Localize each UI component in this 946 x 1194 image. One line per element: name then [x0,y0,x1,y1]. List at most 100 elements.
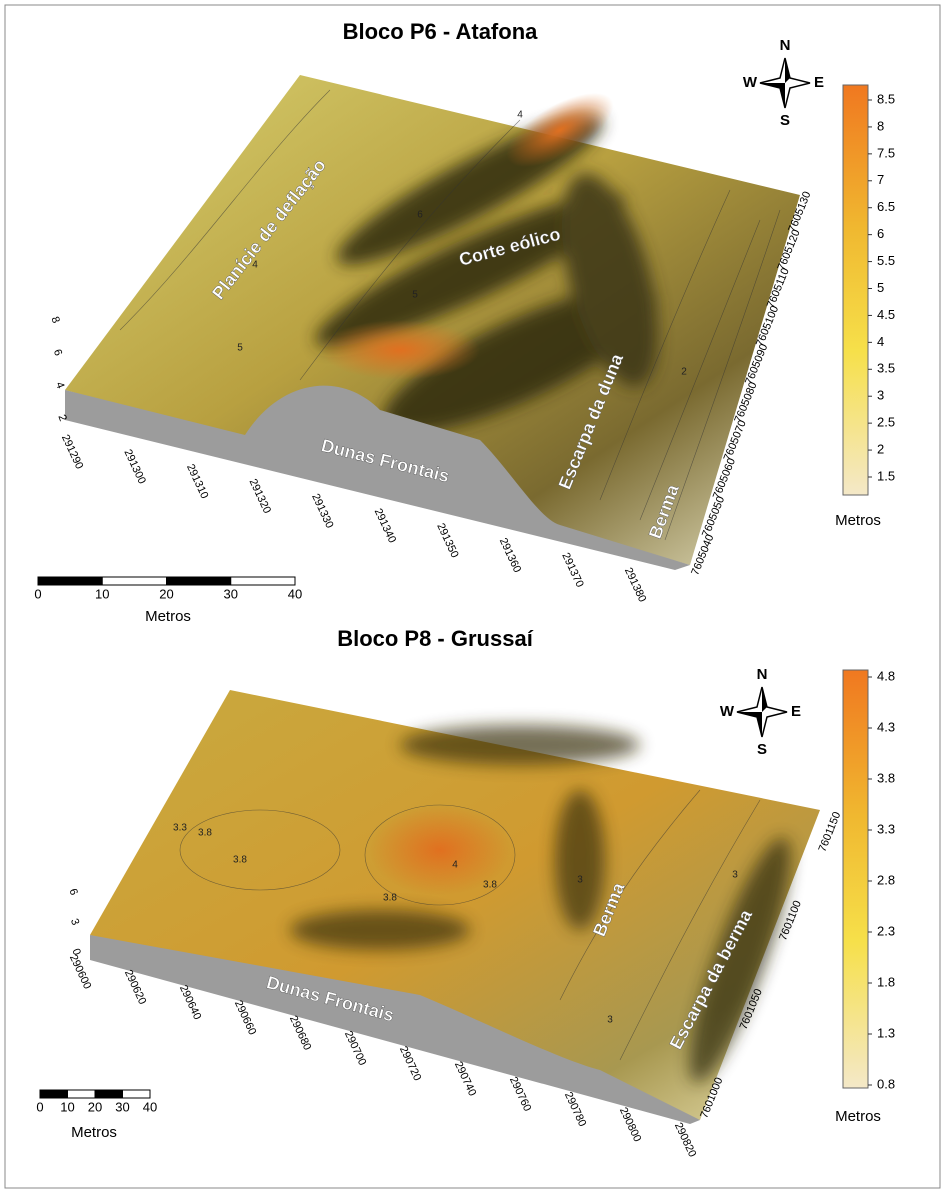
contour-label: 3.8 [483,880,497,891]
z-ticks: 2 [55,413,68,423]
z-ticks: 0 [69,947,82,957]
x-ticks: 291310 [184,462,210,500]
colorbar-label: 2.5 [877,415,895,430]
compass-w: W [720,703,735,720]
colorbar-title: Metros [835,512,881,529]
y-ticks: 7601150 [816,810,843,853]
contour-label: 4 [252,260,258,271]
z-ticks: 6 [51,348,64,358]
scale-label: 20 [159,586,173,601]
terrain-p8 [90,690,820,1124]
contour-label: 5 [412,290,418,301]
x-ticks: 291370 [559,551,585,589]
colorbar-label: 2 [877,442,884,457]
compass-rose [737,687,767,737]
contour-label: 5 [237,343,243,354]
colorbar-label: 0.8 [877,1076,895,1091]
compass-e: E [814,74,824,91]
x-ticks: 290600 [67,953,93,991]
colorbar-label: 7 [877,172,884,187]
colorbar-title: Metros [835,1108,881,1125]
scale-segment [166,576,232,586]
scale-label: 40 [288,586,302,601]
x-ticks: 291330 [309,492,335,530]
scale-label: 10 [60,1099,74,1114]
compass-w: W [743,74,758,91]
x-ticks: 290780 [562,1090,588,1128]
x-ticks: 290760 [507,1075,533,1113]
x-ticks: 291360 [497,536,523,574]
x-ticks: 291350 [434,521,460,559]
panel-title: Bloco P6 - Atafona [343,19,539,44]
colorbar-label: 1.3 [877,1025,895,1040]
colorbar-label: 1.5 [877,468,895,483]
colorbar-label: 8 [877,118,884,133]
colorbar [842,84,869,496]
colorbar-label: 5 [877,280,884,295]
colorbar-label: 3.3 [877,821,895,836]
x-ticks: 291290 [59,433,85,471]
colorbar-label: 2.8 [877,872,895,887]
colorbar-label: 8.5 [877,91,895,106]
scale-label: 40 [143,1099,157,1114]
contour-label: 3.8 [198,828,212,839]
colorbar-label: 3 [877,388,884,403]
contour-label: 3.3 [173,823,187,834]
scale-label: 30 [224,586,238,601]
x-ticks: 290800 [617,1106,643,1144]
colorbar-label: 4 [877,334,884,349]
contour-label: 4 [452,860,458,871]
scale-segment [37,576,103,586]
scale-segment [101,576,167,586]
terrain-p6 [65,75,800,570]
colorbar-label: 5.5 [877,253,895,268]
z-ticks: 8 [48,315,61,325]
scale-label: 0 [36,1099,43,1114]
scale-label: 10 [95,586,109,601]
colorbar-label: 2.3 [877,923,895,938]
scale-label: 20 [88,1099,102,1114]
contour-label: 3 [577,875,583,886]
contour-label: 3 [607,1015,613,1026]
colorbar-label: 6.5 [877,199,895,214]
compass-s: S [780,112,790,129]
x-ticks: 290820 [672,1121,698,1159]
z-ticks: 4 [53,380,66,390]
colorbar-label: 1.8 [877,974,895,989]
contour-label: 3.8 [383,893,397,904]
contour-label: 4 [517,110,523,121]
x-ticks: 291340 [372,507,398,545]
compass-s: S [757,741,767,758]
colorbar [842,669,869,1089]
colorbar-label: 4.8 [877,668,895,683]
compass-e: E [791,703,801,720]
z-ticks: 3 [68,917,81,927]
scale-segment [39,1089,68,1099]
contour-label: 3.8 [233,855,247,866]
scale-title: Metros [145,608,191,625]
colorbar-label: 7.5 [877,145,895,160]
scale-segment [67,1089,96,1099]
colorbar-label: 6 [877,226,884,241]
x-ticks: 291380 [622,566,648,604]
scale-segment [122,1089,151,1099]
z-ticks: 6 [66,887,79,897]
scale-segment [94,1089,123,1099]
frame [4,4,941,1189]
scale-label: 30 [115,1099,129,1114]
scale-segment [230,576,296,586]
x-ticks: 291320 [247,477,273,515]
compass-n: N [780,37,791,54]
x-ticks: 290740 [452,1060,478,1098]
colorbar-label: 3.8 [877,770,895,785]
colorbar-label: 4.3 [877,719,895,734]
scale-label: 0 [34,586,41,601]
x-ticks: 290720 [397,1044,423,1082]
scale-title: Metros [71,1124,117,1141]
compass-n: N [757,666,768,683]
contour-label: 6 [417,210,423,221]
x-ticks: 291300 [121,448,147,486]
contour-label: 3 [732,870,738,881]
colorbar-label: 4.5 [877,307,895,322]
